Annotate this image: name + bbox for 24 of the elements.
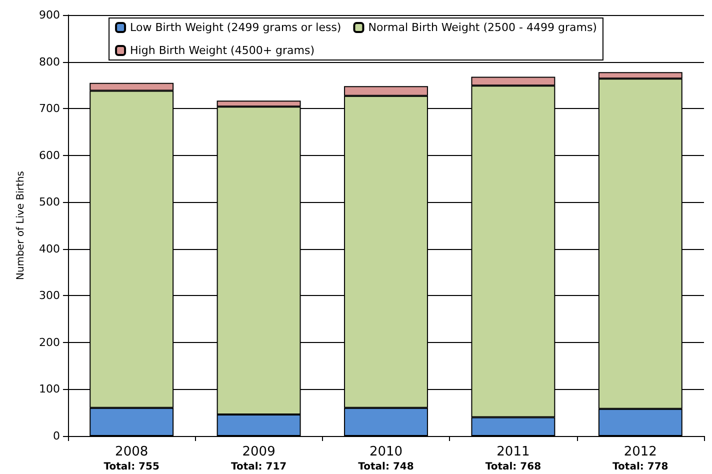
y-tick-label: 700 bbox=[39, 102, 60, 116]
x-tick-label: 2008 bbox=[115, 444, 148, 460]
total-label: Total: 755 bbox=[104, 462, 160, 472]
x-tick-label: 2011 bbox=[496, 444, 530, 460]
y-tick-label: 600 bbox=[39, 148, 60, 162]
y-axis-title: Number of Live Births bbox=[16, 171, 26, 280]
x-tick-label: 2012 bbox=[624, 444, 657, 460]
y-tick-label: 400 bbox=[39, 242, 60, 256]
total-label: Total: 717 bbox=[230, 462, 287, 472]
y-tick-label: 500 bbox=[39, 196, 60, 209]
x-tick-label: 2009 bbox=[242, 444, 276, 460]
y-tick-label: 800 bbox=[39, 55, 60, 68]
legend-label: High Birth Weight (4500+ grams) bbox=[130, 44, 315, 57]
total-label: Total: 778 bbox=[612, 462, 668, 472]
x-tick-label: 2010 bbox=[369, 444, 403, 460]
legend-label: Low Birth Weight (2499 grams or less) bbox=[130, 21, 342, 34]
y-tick-label: 900 bbox=[39, 8, 60, 22]
legend-label: Normal Birth Weight (2500 - 4499 grams) bbox=[368, 21, 597, 34]
total-label: Total: 748 bbox=[358, 462, 414, 472]
y-tick-label: 0 bbox=[53, 430, 60, 442]
total-label: Total: 768 bbox=[485, 462, 542, 472]
y-tick-label: 200 bbox=[39, 336, 60, 349]
y-tick-label: 100 bbox=[39, 382, 60, 396]
y-tick-label: 300 bbox=[39, 289, 60, 302]
